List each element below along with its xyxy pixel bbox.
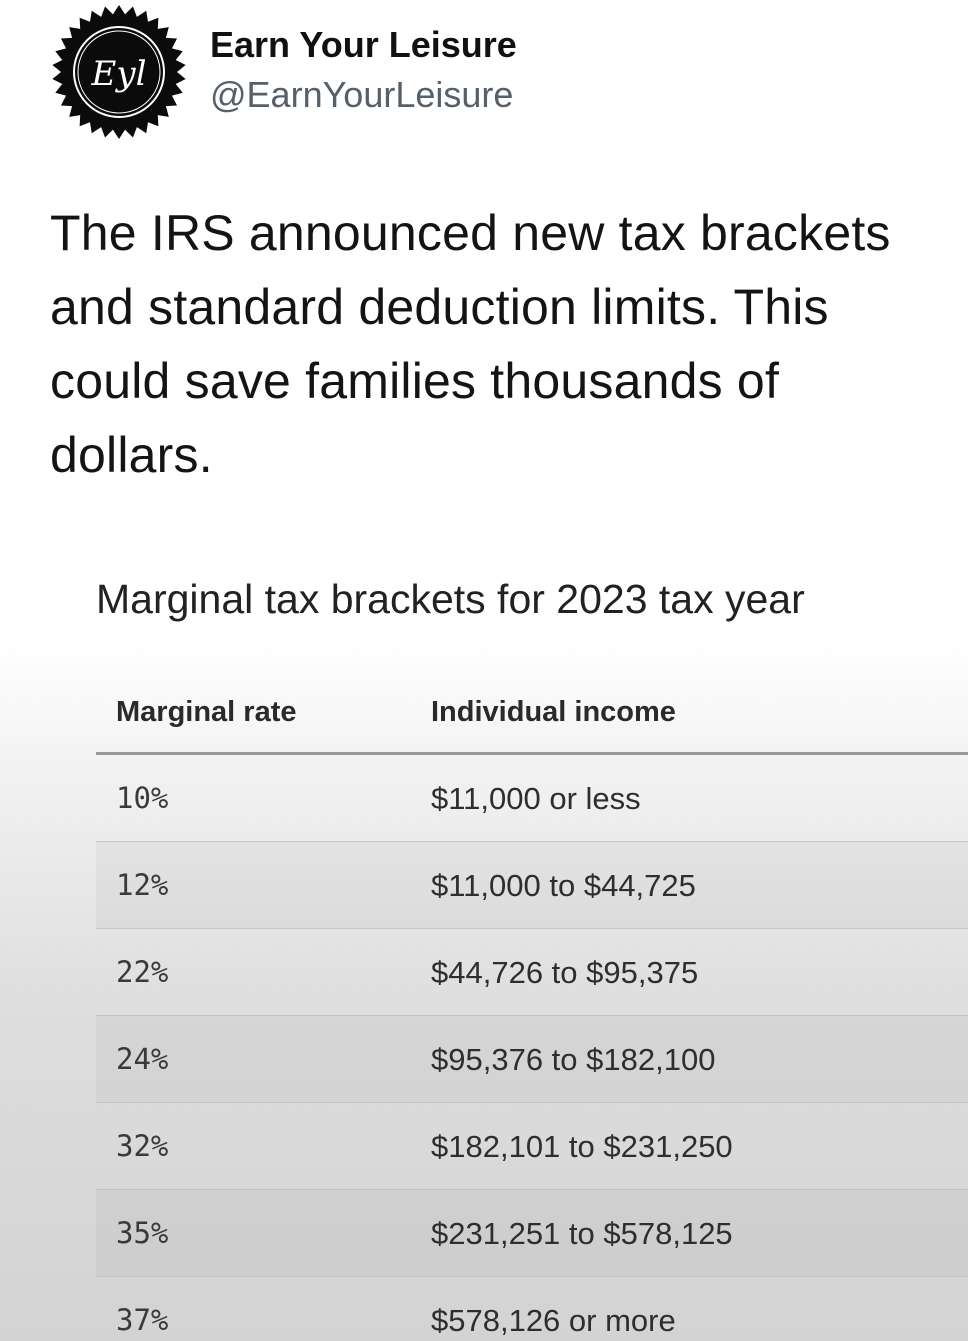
header-individual-income: Individual income bbox=[431, 696, 676, 728]
rate-cell: 12% bbox=[116, 868, 169, 902]
income-cell: $95,376 to $182,100 bbox=[431, 1042, 716, 1077]
income-cell: $11,000 or less bbox=[431, 781, 641, 816]
table-row: 12% $11,000 to $44,725 bbox=[96, 842, 968, 929]
table-row: 35% $231,251 to $578,125 bbox=[96, 1190, 968, 1277]
income-cell: $44,726 to $95,375 bbox=[431, 955, 699, 990]
table-title: Marginal tax brackets for 2023 tax year bbox=[96, 576, 805, 622]
table-row: 10% $11,000 or less bbox=[96, 755, 968, 842]
table-row: 37% $578,126 or more bbox=[96, 1277, 968, 1341]
rate-cell: 10% bbox=[116, 781, 169, 815]
rate-cell: 22% bbox=[116, 955, 169, 989]
income-cell: $578,126 or more bbox=[431, 1303, 676, 1338]
avatar-monogram: Eyl bbox=[91, 54, 147, 94]
table-row: 32% $182,101 to $231,250 bbox=[96, 1103, 968, 1190]
header-marginal-rate: Marginal rate bbox=[116, 696, 297, 728]
income-cell: $11,000 to $44,725 bbox=[431, 868, 696, 903]
table-row: 24% $95,376 to $182,100 bbox=[96, 1016, 968, 1103]
tax-bracket-table: Marginal rate Individual income 10% $11,… bbox=[96, 672, 968, 1341]
tweet-header: Eyl Earn Your Leisure @EarnYourLeisure bbox=[50, 0, 950, 140]
avatar[interactable]: Eyl bbox=[50, 3, 188, 141]
rate-cell: 24% bbox=[116, 1042, 169, 1076]
tweet-text: The IRS announced new tax brackets and s… bbox=[50, 205, 891, 483]
author-display-name[interactable]: Earn Your Leisure bbox=[210, 24, 517, 65]
income-cell: $182,101 to $231,250 bbox=[431, 1129, 733, 1164]
rate-cell: 32% bbox=[116, 1129, 169, 1163]
table-header-row: Marginal rate Individual income bbox=[96, 672, 968, 755]
rate-cell: 35% bbox=[116, 1216, 169, 1250]
income-cell: $231,251 to $578,125 bbox=[431, 1216, 733, 1251]
badge-logo-icon: Eyl bbox=[52, 5, 186, 139]
author-handle[interactable]: @EarnYourLeisure bbox=[210, 74, 514, 115]
table-row: 22% $44,726 to $95,375 bbox=[96, 929, 968, 1016]
rate-cell: 37% bbox=[116, 1303, 169, 1337]
